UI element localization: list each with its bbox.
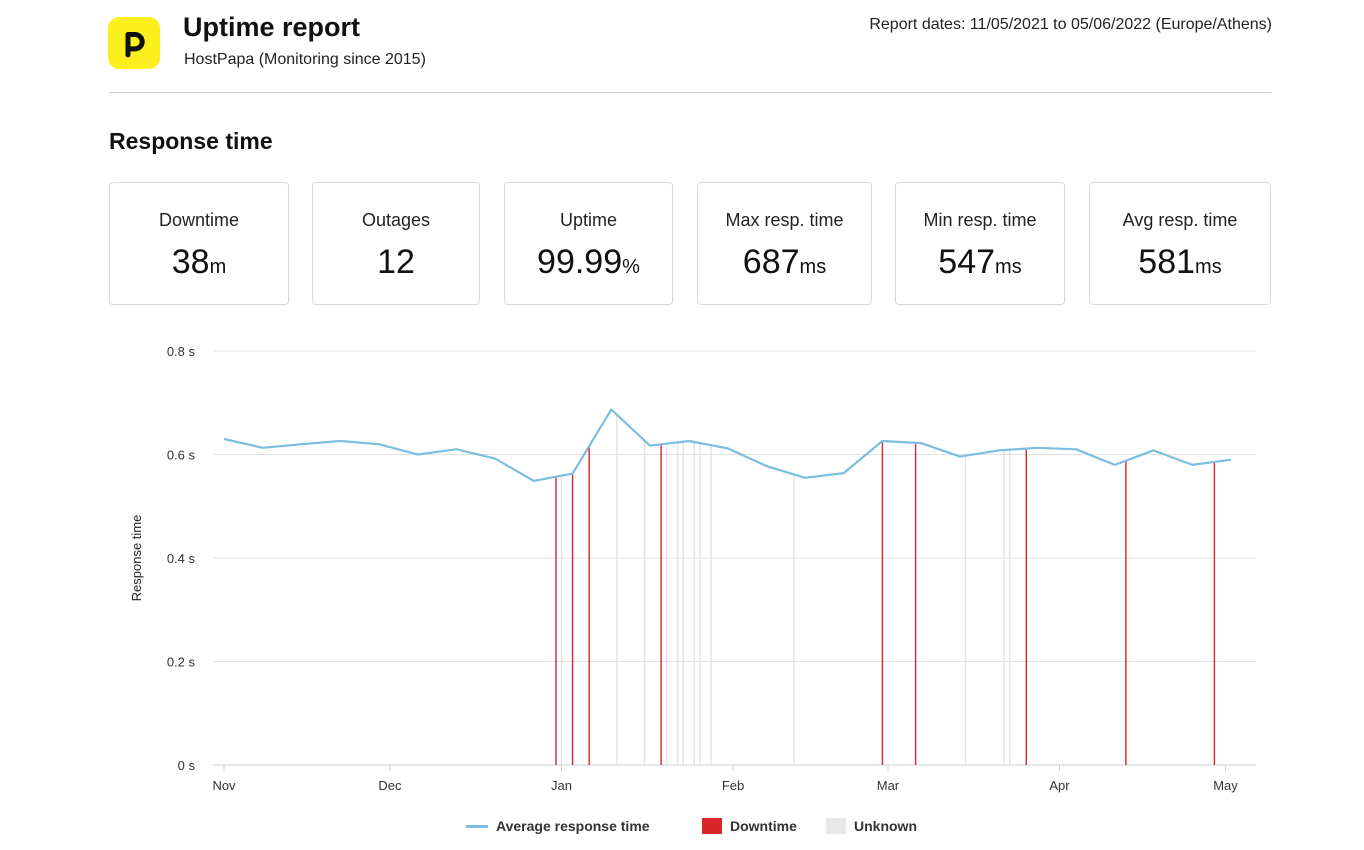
legend-unknown-swatch	[826, 818, 846, 834]
legend-item-average[interactable]: Average response time	[466, 818, 650, 834]
stat-unit: ms	[995, 256, 1022, 278]
x-tick-label: Mar	[877, 778, 900, 793]
stat-number: 581	[1138, 243, 1196, 281]
stat-card-uptime: Uptime 99.99%	[504, 182, 673, 305]
section-title: Response time	[109, 128, 273, 154]
stat-label: Outages	[361, 210, 431, 230]
legend-label-average: Average response time	[496, 818, 650, 834]
y-tick-label: 0 s	[178, 758, 196, 773]
page-subtitle: HostPapa (Monitoring since 2015)	[184, 51, 426, 68]
y-axis-label: Response time	[129, 515, 144, 602]
x-tick-label: Jan	[551, 778, 572, 793]
stat-unit: ms	[799, 256, 827, 278]
stat-number: 547	[938, 243, 996, 281]
y-tick-label: 0.2 s	[167, 655, 196, 670]
series-line-average-response-time	[223, 408, 1232, 482]
stat-number: 38	[171, 243, 210, 281]
x-tick-label: May	[1213, 778, 1238, 793]
legend-downtime-swatch	[702, 818, 722, 834]
stat-number: 12	[377, 243, 415, 281]
stat-number: 687	[742, 243, 800, 281]
stats-cards: Downtime 38m Outages 12 Uptime 99.99% Ma…	[0, 182, 1364, 308]
y-tick-label: 0.4 s	[167, 551, 196, 566]
stat-value: 687ms	[698, 243, 871, 282]
legend-label-downtime: Downtime	[730, 818, 797, 834]
page-title: Uptime report	[183, 12, 361, 42]
stat-unit: m	[209, 256, 227, 278]
legend-item-downtime[interactable]: Downtime	[702, 818, 797, 834]
stat-card-downtime: Downtime 38m	[109, 182, 289, 305]
stat-card-avg-resp-time: Avg resp. time 581ms	[1089, 182, 1271, 305]
stat-value: 38m	[110, 243, 288, 282]
y-tick-label: 0.6 s	[167, 448, 196, 463]
response-time-chart-svg: 0 s 0.2 s 0.4 s 0.6 s 0.8 s Response time Nov D…	[129, 344, 1256, 793]
stat-value: 581ms	[1090, 243, 1270, 282]
stat-label: Max resp. time	[725, 210, 844, 230]
x-tick-label: Nov	[212, 778, 236, 793]
stat-unit: %	[622, 256, 640, 278]
stat-card-min-resp-time: Min resp. time 547ms	[895, 182, 1065, 305]
response-time-chart: 0 s 0.2 s 0.4 s 0.6 s 0.8 s Response time Nov D…	[0, 330, 1364, 800]
stat-value: 547ms	[896, 243, 1064, 282]
stat-label: Downtime	[158, 210, 240, 230]
x-tick-label: Dec	[378, 778, 402, 793]
stat-number: 99.99	[537, 243, 623, 281]
y-tick-label: 0.8 s	[167, 344, 196, 359]
report-dates: Report dates: 11/05/2021 to 05/06/2022 (…	[869, 16, 1272, 33]
x-tick-label: Apr	[1049, 778, 1070, 793]
stat-unit: ms	[1195, 256, 1222, 278]
chart-legend: Average response time Downtime Unknown	[0, 818, 1364, 840]
stat-label: Uptime	[559, 210, 617, 230]
stat-label: Min resp. time	[923, 210, 1037, 230]
header-divider	[109, 92, 1271, 93]
stat-card-max-resp-time: Max resp. time 687ms	[697, 182, 872, 305]
legend-label-unknown: Unknown	[854, 818, 917, 834]
hostpapa-logo-icon	[108, 17, 160, 69]
stat-label: Avg resp. time	[1122, 210, 1238, 230]
legend-item-unknown[interactable]: Unknown	[826, 818, 917, 834]
stat-value: 99.99%	[505, 243, 672, 282]
x-tick-label: Feb	[722, 778, 744, 793]
legend-line-swatch	[466, 824, 488, 828]
stat-value: 12	[313, 243, 479, 282]
stat-card-outages: Outages 12	[312, 182, 480, 305]
